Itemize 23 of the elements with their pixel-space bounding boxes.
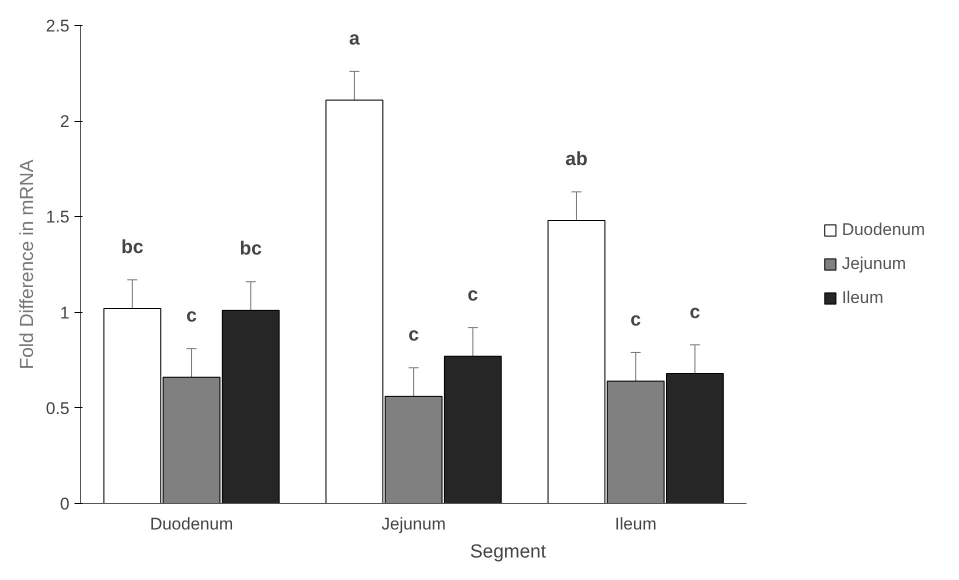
y-tick-label: 0 [60, 494, 70, 514]
x-tick-label: Jejunum [381, 514, 446, 534]
annotation: a [349, 28, 360, 50]
y-tick-label: 2 [60, 112, 70, 132]
legend-label: Duodenum [842, 220, 925, 240]
y-axis-title: Fold Difference in mRNA [16, 159, 38, 370]
annotation: c [630, 309, 642, 330]
annotation: c [468, 284, 479, 306]
annotation: c [408, 324, 420, 346]
annotation: ab [565, 148, 588, 170]
x-axis-title: Segment [470, 542, 547, 562]
x-tick-label: Ileum [614, 514, 656, 534]
annotation: c [186, 306, 198, 327]
x-tick-label: Duodenum [150, 514, 234, 534]
y-tick-label: 1 [60, 303, 70, 322]
annotation: bc [121, 236, 144, 258]
y-tick-label: 0.5 [46, 398, 70, 418]
y-tick-label: 1.5 [46, 208, 70, 227]
y-tick-label: 2.5 [46, 16, 70, 36]
annotation: c [690, 302, 701, 323]
annotation: bc [240, 238, 262, 260]
legend-label: Jejunum [842, 254, 906, 274]
legend-label: Ileum [842, 288, 884, 308]
